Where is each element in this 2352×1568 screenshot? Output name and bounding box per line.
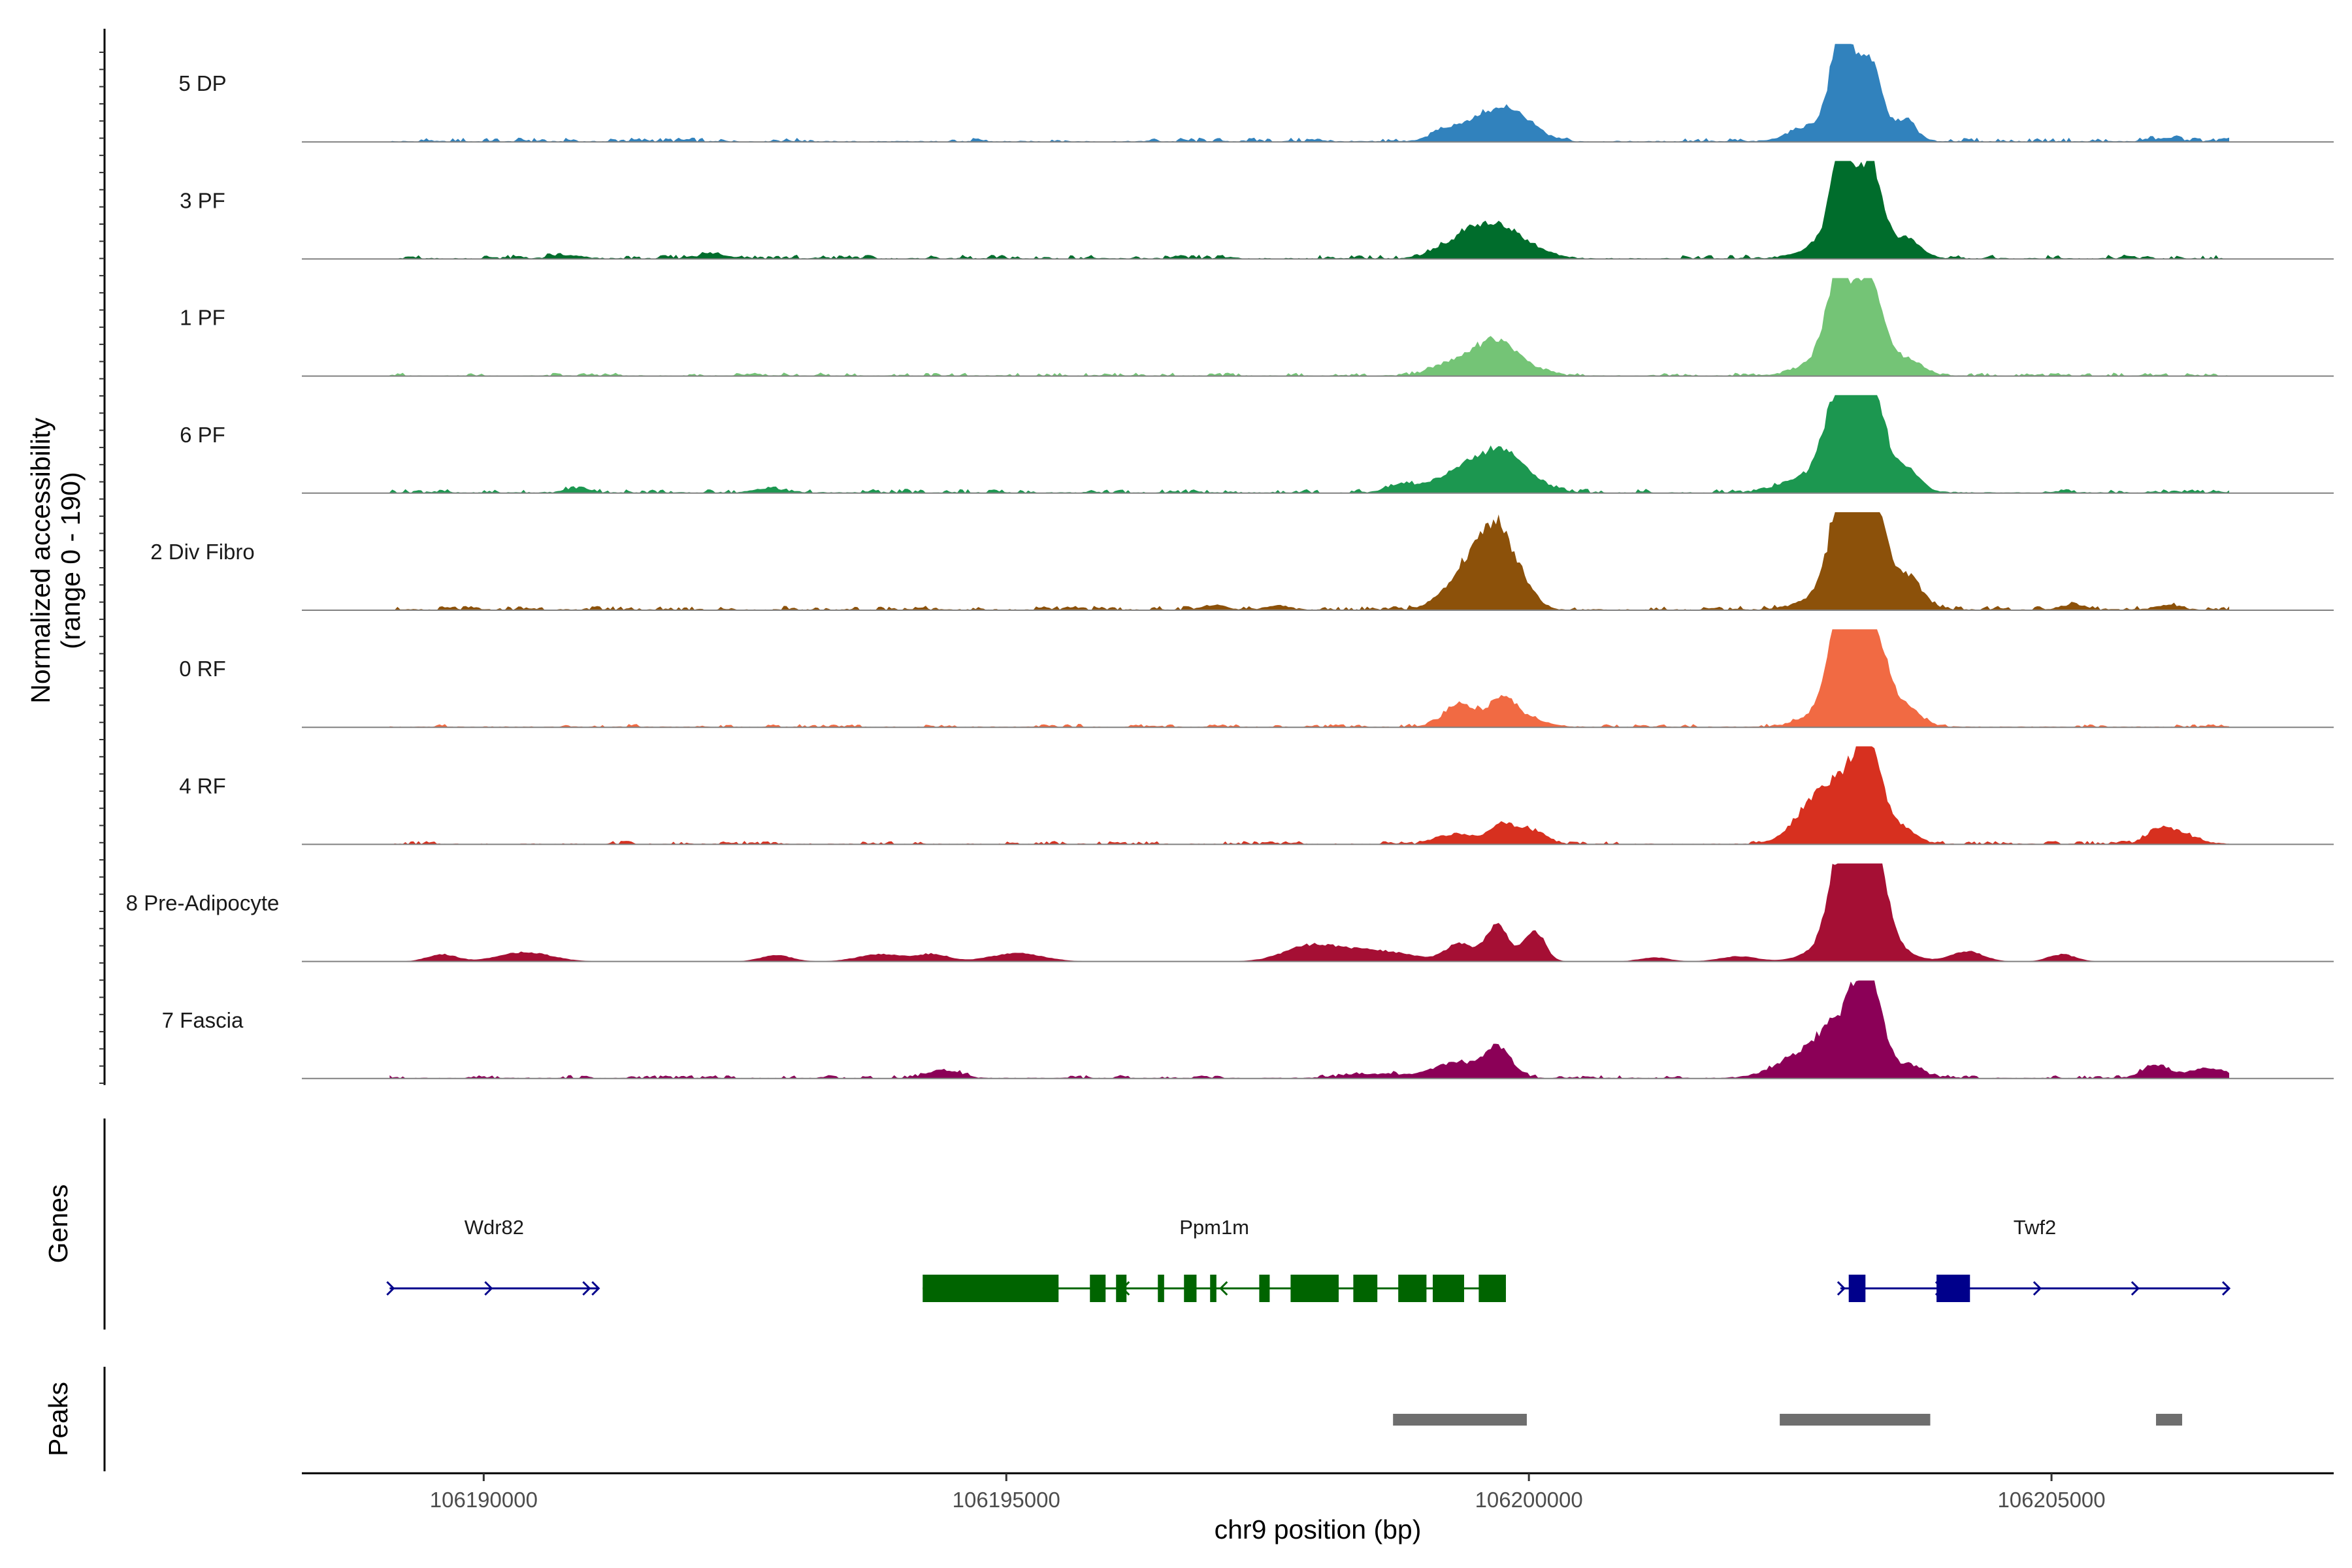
track-label: 5 DP <box>178 71 226 95</box>
strand-arrow-icon <box>484 1281 493 1296</box>
exon <box>1432 1275 1464 1302</box>
strand-arrow-icon <box>386 1281 395 1296</box>
x-axis: 106190000 106195000 106200000 106205000 <box>302 1472 2334 1512</box>
x-tick-label: 106200000 <box>1475 1488 1583 1512</box>
gene-ppm1m: Ppm1m <box>923 1216 1506 1302</box>
track-label: 0 RF <box>179 657 226 681</box>
signal-area <box>389 161 2230 259</box>
signal-area <box>389 980 2230 1079</box>
x-tick-label: 106190000 <box>430 1488 538 1512</box>
exon <box>1936 1275 1970 1302</box>
strand-arrow-icon <box>591 1281 600 1296</box>
track-label: 8 Pre-Adipocyte <box>126 891 280 915</box>
peak-region <box>2156 1414 2183 1426</box>
exon <box>1184 1275 1197 1302</box>
track-8-pre-adipocyte: 8 Pre-Adipocyte <box>126 863 2334 962</box>
track-6-pf: 6 PF <box>180 395 2334 494</box>
strand-arrow-icon <box>1837 1281 1846 1296</box>
exon <box>1353 1275 1378 1302</box>
signal-area <box>389 863 2230 962</box>
peaks-panel-title: Peaks <box>43 1382 73 1456</box>
x-tick-label: 106205000 <box>1997 1488 2105 1512</box>
track-0-rf: 0 RF <box>179 629 2334 728</box>
exon <box>1478 1275 1506 1302</box>
x-axis-title: chr9 position (bp) <box>1215 1514 1422 1544</box>
exon <box>923 1275 1059 1302</box>
track-7-fascia: 7 Fascia <box>162 980 2334 1079</box>
signal-area <box>389 512 2230 610</box>
peak-region <box>1393 1414 1527 1426</box>
axis-titles: chr9 position (bp) Normalized accessibili… <box>25 417 1421 1544</box>
strand-arrow-icon <box>2131 1281 2140 1296</box>
track-4-rf: 4 RF <box>179 746 2334 845</box>
track-1-pf: 1 PF <box>180 278 2334 377</box>
track-3-pf: 3 PF <box>180 161 2334 260</box>
signal-area <box>389 629 2230 728</box>
exon <box>1116 1275 1127 1302</box>
left-y-axis <box>99 29 106 1471</box>
gene-track: Wdr82 Ppm1m Twf2 <box>386 1216 2231 1302</box>
genes-panel-title: Genes <box>43 1184 73 1264</box>
y-axis-title: Normalized accessibility(range 0 - 190) <box>25 417 86 704</box>
strand-arrow-icon <box>582 1281 591 1296</box>
exon <box>1090 1275 1106 1302</box>
strand-arrow-icon <box>1219 1281 1228 1296</box>
gene-twf2: Twf2 <box>1837 1216 2231 1302</box>
track-2-div-fibro: 2 Div Fibro <box>150 512 2334 611</box>
signal-area <box>389 395 2230 493</box>
gene-label: Twf2 <box>2014 1216 2056 1239</box>
strand-arrow-icon <box>2033 1281 2042 1296</box>
signal-area <box>389 746 2230 845</box>
accessibility-tracks: 5 DP 3 PF 1 PF 6 PF 2 Div Fibro 0 RF 4 RF 8 Pre… <box>126 44 2334 1079</box>
exon <box>1398 1275 1427 1302</box>
gene-label: Ppm1m <box>1179 1216 1249 1239</box>
signal-area <box>389 278 2230 376</box>
track-label: 6 PF <box>180 423 225 447</box>
track-5-dp: 5 DP <box>178 44 2334 143</box>
exon <box>1158 1275 1164 1302</box>
peak-region <box>1780 1414 1931 1426</box>
x-tick-label: 106195000 <box>953 1488 1060 1512</box>
exon <box>1210 1275 1217 1302</box>
gene-wdr82: Wdr82 <box>386 1216 600 1296</box>
track-label: 1 PF <box>180 306 225 330</box>
exon <box>1290 1275 1339 1302</box>
gene-label: Wdr82 <box>465 1216 524 1239</box>
track-label: 2 Div Fibro <box>150 540 255 564</box>
signal-area <box>389 44 2230 142</box>
strand-arrow-icon <box>2221 1281 2231 1296</box>
track-label: 4 RF <box>179 774 226 798</box>
track-label: 7 Fascia <box>162 1008 244 1032</box>
track-label: 3 PF <box>180 188 225 212</box>
exon <box>1259 1275 1270 1302</box>
peak-track <box>1393 1414 2183 1426</box>
exon <box>1848 1275 1866 1302</box>
